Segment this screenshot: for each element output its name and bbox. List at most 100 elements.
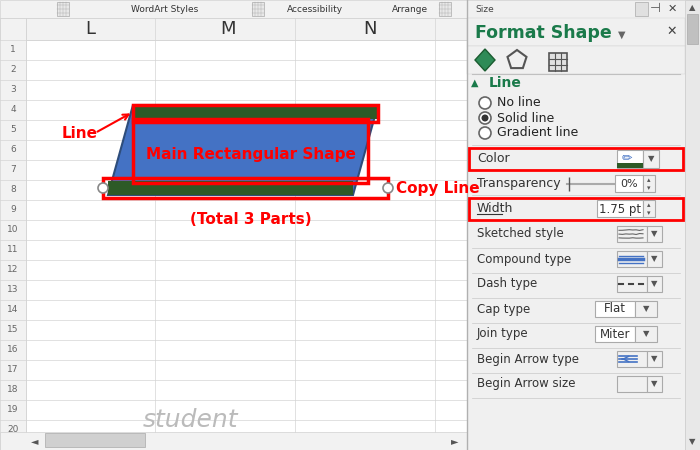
Bar <box>469 173 683 195</box>
Text: 7: 7 <box>10 166 16 175</box>
Text: Dash type: Dash type <box>477 278 538 291</box>
Text: ✏: ✏ <box>622 153 632 166</box>
Text: ▼: ▼ <box>643 305 650 314</box>
Bar <box>647 251 662 267</box>
Bar <box>617 163 643 168</box>
Bar <box>647 351 662 367</box>
Text: N: N <box>363 20 377 38</box>
Bar <box>597 200 643 217</box>
Polygon shape <box>475 49 495 71</box>
Text: 19: 19 <box>7 405 19 414</box>
Text: Transparency: Transparency <box>477 177 561 190</box>
Text: 4: 4 <box>10 105 16 114</box>
Bar <box>133 119 368 183</box>
Text: ◄: ◄ <box>32 436 38 446</box>
Text: 13: 13 <box>7 285 19 294</box>
Text: No line: No line <box>497 96 540 109</box>
Bar <box>595 301 635 317</box>
Bar <box>0 0 467 18</box>
Text: Line: Line <box>489 76 522 90</box>
Bar <box>635 326 657 342</box>
Text: ▴: ▴ <box>648 177 651 183</box>
Bar <box>103 178 388 198</box>
Text: 12: 12 <box>7 266 19 274</box>
Bar <box>467 0 700 450</box>
Text: ▾: ▾ <box>648 210 651 216</box>
Bar <box>617 351 647 367</box>
Bar <box>467 0 685 18</box>
Bar <box>615 175 643 192</box>
Text: ▼: ▼ <box>643 329 650 338</box>
Bar <box>617 150 643 168</box>
Bar <box>617 251 647 267</box>
Text: Size: Size <box>475 4 493 13</box>
Text: ▼: ▼ <box>618 30 626 40</box>
Circle shape <box>98 183 108 193</box>
Text: 11: 11 <box>7 246 19 255</box>
Polygon shape <box>108 181 353 195</box>
Polygon shape <box>133 105 378 119</box>
Bar <box>647 226 662 242</box>
Bar <box>57 2 69 16</box>
Text: Width: Width <box>477 202 513 216</box>
Text: Solid line: Solid line <box>497 112 554 125</box>
Text: ▲: ▲ <box>689 4 695 13</box>
Bar <box>45 433 145 447</box>
Text: Main Rectangular Shape: Main Rectangular Shape <box>146 148 356 162</box>
Circle shape <box>479 97 491 109</box>
Circle shape <box>383 183 393 193</box>
Text: Gradient line: Gradient line <box>497 126 578 140</box>
Text: 2: 2 <box>10 66 16 75</box>
Text: ✕: ✕ <box>667 4 677 14</box>
Text: ⊣: ⊣ <box>650 3 660 15</box>
Text: L: L <box>85 20 95 38</box>
Circle shape <box>482 114 489 122</box>
Bar <box>469 198 683 220</box>
Bar <box>617 376 647 392</box>
Bar <box>467 46 685 74</box>
Circle shape <box>479 127 491 139</box>
Text: ▼: ▼ <box>651 355 657 364</box>
Text: Begin Arrow type: Begin Arrow type <box>477 352 579 365</box>
Bar <box>0 0 467 450</box>
Text: ▾: ▾ <box>648 185 651 191</box>
Bar <box>647 276 662 292</box>
Bar <box>685 0 700 450</box>
Text: Miter: Miter <box>600 328 630 341</box>
Text: M: M <box>220 20 236 38</box>
Text: 9: 9 <box>10 206 16 215</box>
Text: Cap type: Cap type <box>477 302 531 315</box>
Text: 16: 16 <box>7 346 19 355</box>
Text: Flat: Flat <box>604 302 626 315</box>
Bar <box>635 301 657 317</box>
Circle shape <box>479 112 491 124</box>
Text: Sketched style: Sketched style <box>477 228 564 240</box>
Text: ▼: ▼ <box>651 230 657 238</box>
Text: ▼: ▼ <box>648 154 654 163</box>
Bar <box>617 276 647 292</box>
Text: (Total 3 Parts): (Total 3 Parts) <box>190 212 312 228</box>
Text: ✕: ✕ <box>666 24 678 37</box>
Text: 14: 14 <box>7 306 19 315</box>
Text: 17: 17 <box>7 365 19 374</box>
Text: Format Shape: Format Shape <box>475 24 612 42</box>
Text: ▲: ▲ <box>471 78 479 88</box>
Bar <box>467 18 685 46</box>
Bar <box>617 226 647 242</box>
Bar <box>252 2 264 16</box>
Text: ►: ► <box>452 436 458 446</box>
Text: Arrange: Arrange <box>392 4 428 13</box>
Bar <box>643 200 655 217</box>
Text: ▼: ▼ <box>651 279 657 288</box>
Bar <box>549 53 567 71</box>
Text: 6: 6 <box>10 145 16 154</box>
Bar <box>0 18 467 40</box>
Text: 18: 18 <box>7 386 19 395</box>
Bar <box>0 432 467 450</box>
Text: 15: 15 <box>7 325 19 334</box>
Text: Accessibility: Accessibility <box>287 4 343 13</box>
Text: 5: 5 <box>10 126 16 135</box>
Polygon shape <box>108 105 378 195</box>
Text: Begin Arrow size: Begin Arrow size <box>477 378 575 391</box>
Text: 8: 8 <box>10 185 16 194</box>
